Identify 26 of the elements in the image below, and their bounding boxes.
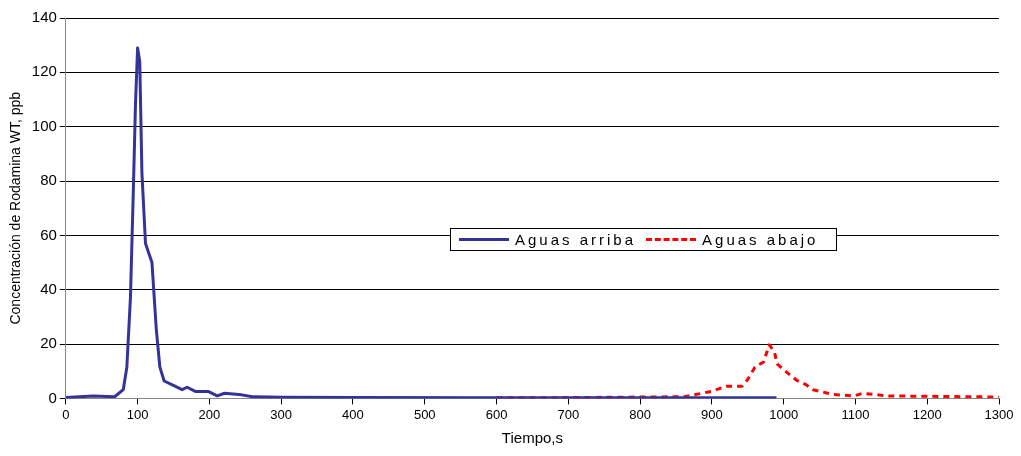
x-tick-label: 100 [126,406,149,422]
x-tick-label: 600 [485,406,508,422]
x-tick-label: 700 [557,406,580,422]
x-tick-label: 1200 [912,406,942,422]
x-tick-label: 0 [62,406,70,422]
y-tick-label: 0 [48,388,57,406]
x-tick-label: 900 [701,406,723,422]
y-tick-label: 140 [31,8,57,26]
x-tick-label: 1100 [841,406,870,422]
x-axis-title: Tiempo,s [501,429,563,447]
y-axis-title: Concentración de Rodamina WT, ppb [7,91,24,325]
y-tick-label: 20 [40,334,57,352]
legend-label: Aguas arriba [515,231,637,248]
y-tick-label: 100 [31,116,57,134]
y-tick-label: 80 [40,171,57,189]
y-tick-label: 60 [40,225,57,243]
x-tick-label: 300 [270,406,293,422]
y-tick-label: 120 [31,62,57,80]
x-tick-label: 500 [413,406,436,422]
x-tick-label: 200 [198,406,221,422]
x-tick-label: 1300 [984,406,1014,422]
x-tick-label: 400 [342,406,364,422]
legend-label: Aguas abajo [702,231,819,248]
x-tick-label: 1000 [769,406,799,422]
x-tick-label: 800 [629,406,651,422]
y-tick-label: 40 [40,279,57,297]
